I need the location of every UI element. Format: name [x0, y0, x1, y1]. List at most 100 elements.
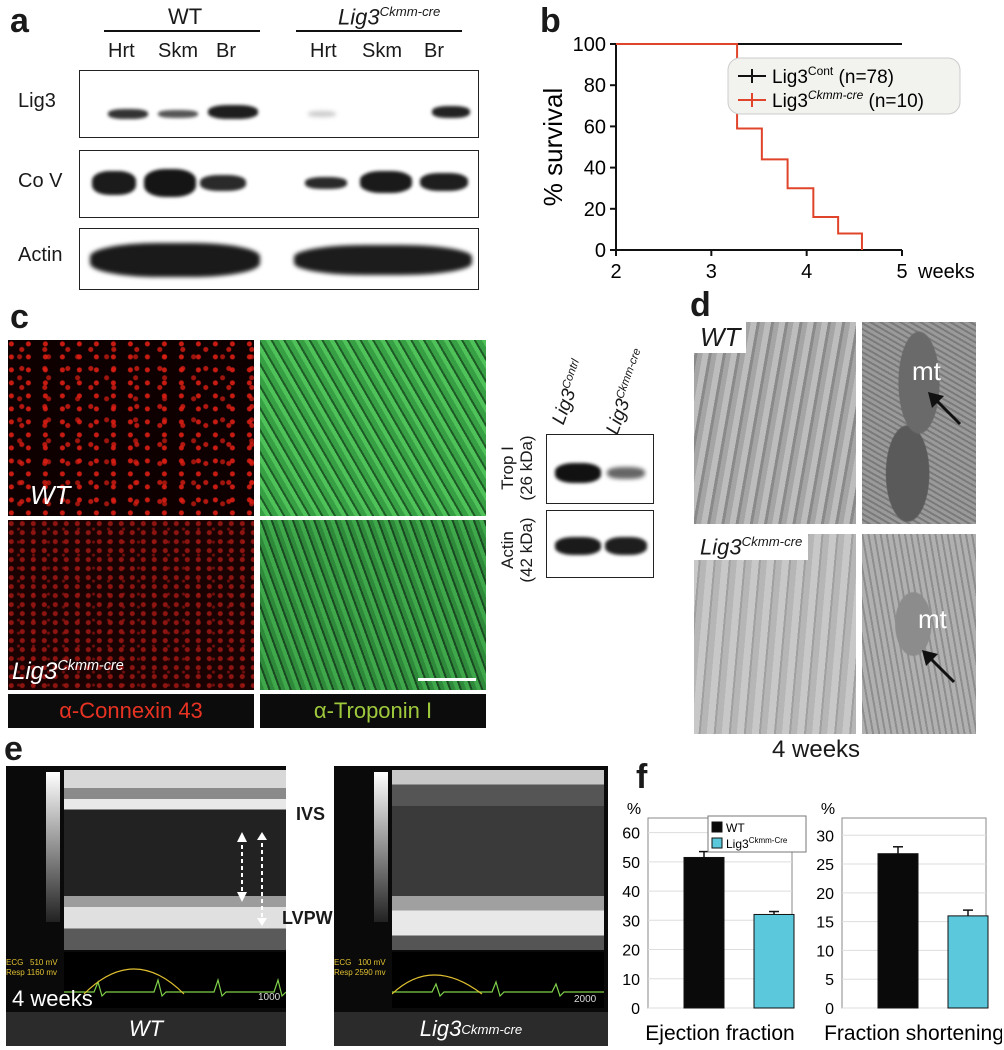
- blot-band: [108, 109, 148, 119]
- row-label-actin: Actin: [18, 244, 63, 266]
- label-ivs: IVS: [296, 804, 326, 824]
- legend-label: WT: [726, 821, 745, 835]
- legend-box: [707, 815, 807, 853]
- y-tick-label: 100: [573, 34, 606, 56]
- arrow-icon: [928, 392, 962, 426]
- y-tick-label: 0: [595, 240, 606, 262]
- blot-band: [90, 243, 260, 277]
- fraction-shortening-chart: 0 5 10 15 20 25 30% Fraction shortening: [816, 801, 1002, 1045]
- mt-label-bottom: mt: [918, 604, 947, 634]
- echo-greyscale-bar: [46, 772, 60, 922]
- image-wt-troponin: [260, 340, 486, 516]
- echo-bar-wt: WT: [6, 1012, 286, 1046]
- label-ko-base: Lig3: [12, 658, 58, 685]
- bar-1: [947, 915, 989, 1009]
- x-tick-label: 2: [610, 261, 621, 283]
- blot-band: [605, 537, 647, 555]
- stain-bar-connexin43: α-Connexin 43: [8, 694, 254, 728]
- bar-0: [877, 853, 919, 1009]
- blot-band: [92, 171, 136, 195]
- blot-band: [555, 537, 601, 555]
- blot-band: [432, 106, 470, 118]
- image-ko-troponin: [260, 520, 486, 690]
- blot-row1-line2: (26 kDa): [517, 435, 536, 501]
- stain-bar-troponin: α-Troponin I: [260, 694, 486, 728]
- bar-0: [683, 856, 725, 1009]
- echo-wt-ecg: [64, 952, 287, 1008]
- row-label-lig3: Lig3: [18, 90, 56, 112]
- echo-wt-scale: 1000: [258, 992, 281, 1003]
- y-tick-label: 0: [825, 1001, 834, 1018]
- blot-row2-line1: Actin: [498, 531, 517, 569]
- blot-tropi: [546, 434, 654, 504]
- y-tick-label: 0: [631, 1001, 640, 1018]
- x-tick-label: 4: [801, 261, 812, 283]
- blot-col-label-contrl: Lig3Contrl: [548, 358, 592, 428]
- survival-line-1: [616, 43, 863, 250]
- legend-label: Lig3Cont (n=78): [772, 64, 894, 88]
- y-tick-label: 30: [622, 913, 640, 930]
- y-tick-label: 20: [584, 199, 606, 221]
- blot-col-label-ckmm-cre: Lig3Ckmm-cre: [602, 347, 653, 438]
- panel-label-a: a: [10, 2, 29, 40]
- y-unit-label: %: [627, 801, 641, 818]
- blot-band: [607, 467, 645, 479]
- panel-label-e: e: [4, 730, 23, 768]
- blot-col1-sup: Contrl: [560, 357, 582, 391]
- y-tick-label: 25: [816, 857, 834, 874]
- blot-col1-base: Lig3: [548, 386, 581, 428]
- arrow-icon: [922, 650, 956, 684]
- blot-band: [360, 171, 412, 193]
- echo-ko-resp-label: Resp 2590 mv: [334, 968, 386, 977]
- group-line-wt: [104, 30, 260, 32]
- x-axis-label: weeks: [917, 261, 975, 283]
- panel-label-f: f: [636, 758, 648, 796]
- legend-label: Lig3Ckmm-Cre: [726, 836, 788, 851]
- blot-col2-base: Lig3: [602, 396, 635, 438]
- blot-band: [305, 177, 347, 189]
- y-unit-label: %: [821, 801, 835, 818]
- stain-label-connexin43: α-Connexin 43: [59, 698, 203, 723]
- survival-chart: 0 20 40 60 80 100 2 3 4 5 weeks % survival Lig3Cont …: [540, 34, 975, 283]
- y-tick-label: 15: [816, 915, 834, 932]
- group-label-wt: WT: [168, 4, 203, 29]
- group-ko-base: Lig3: [338, 4, 380, 30]
- group-ko-sup: Ckmm-cre: [379, 4, 441, 19]
- y-tick-label: 20: [816, 886, 834, 903]
- ecg-trace-ko: [391, 974, 604, 998]
- echo-ko-ecg-label: ECG 100 mV: [334, 958, 386, 967]
- em-label-ko-sup: Ckmm-cre: [741, 534, 803, 549]
- em-label-ko-base: Lig3: [700, 534, 742, 560]
- legend-box: [727, 57, 961, 115]
- panel-label-c: c: [10, 298, 29, 336]
- echo-bar-ko-base: Lig3: [419, 1016, 462, 1041]
- blot-lig3: [79, 70, 479, 138]
- echo-ko-mmode: [392, 770, 604, 950]
- blot-row2-line2: (42 kDa): [517, 517, 536, 583]
- blot-actin-c: [546, 510, 654, 578]
- blot-actin: [79, 228, 479, 290]
- echo-wt-resp-label: Resp 1160 mv: [6, 968, 57, 977]
- lane-label: Hrt: [108, 40, 135, 62]
- y-tick-label: 20: [622, 943, 640, 960]
- lane-label: Skm: [158, 40, 198, 62]
- lane-label: Skm: [362, 40, 402, 62]
- y-tick-label: 60: [584, 116, 606, 138]
- blot-band: [294, 245, 472, 275]
- echo-wt-mmode: [64, 770, 286, 950]
- echo-bar-ko-sup: Ckmm-cre: [461, 1021, 523, 1037]
- image-wt-connexin43: [8, 340, 254, 516]
- blot-col2-sup: Ckmm-cre: [614, 346, 644, 401]
- blot-band: [555, 463, 601, 483]
- blot-band: [200, 175, 246, 191]
- y-tick-label: 80: [584, 75, 606, 97]
- y-tick-label: 40: [622, 884, 640, 901]
- chart-title: Ejection fraction: [645, 1022, 794, 1045]
- echo-weeks-label: 4 weeks: [12, 986, 93, 1011]
- legend-label: Lig3Ckmm-cre (n=10): [772, 88, 924, 112]
- ejection-fraction-chart: 0 10 20 30 40 50 60% Ejection fraction WTLig3Ckm…: [622, 801, 807, 1045]
- y-tick-label: 40: [584, 158, 606, 180]
- y-tick-label: 30: [816, 828, 834, 845]
- blot-row-label-actin: Actin (42 kDa): [498, 512, 536, 588]
- echo-bar-ko: Lig3 Ckmm-cre: [334, 1012, 608, 1046]
